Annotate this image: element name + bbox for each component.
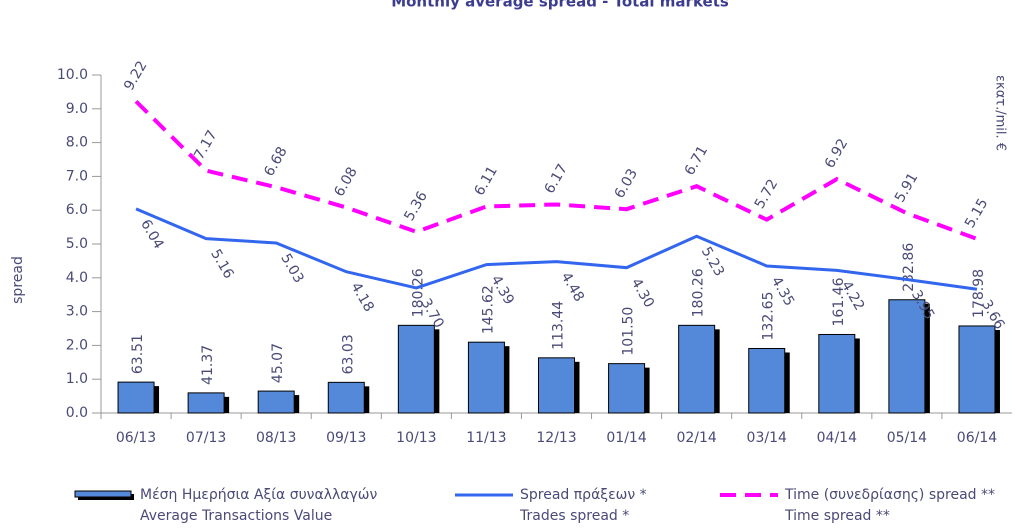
y-tick-label: 3.0 (66, 304, 88, 320)
bar (888, 299, 926, 414)
x-tick-label: 08/13 (256, 430, 296, 446)
line-value-label: 4.30 (628, 276, 657, 311)
bar-value-label: 145.62 (480, 285, 496, 334)
line-value-label: 9.22 (121, 58, 150, 93)
legend-label: Spread πράξεων * (520, 487, 647, 503)
bar-value-label: 101.50 (621, 307, 637, 356)
line-value-label: 6.71 (682, 143, 711, 178)
chart-title: Monthly average spread - Total markets (391, 0, 729, 11)
x-tick-label: 11/13 (466, 430, 506, 446)
line-value-label: 6.68 (261, 144, 290, 179)
bar-value-label: 161.46 (831, 277, 847, 326)
bar-value-label: 41.37 (200, 345, 216, 385)
x-tick-label: 10/13 (396, 430, 436, 446)
legend-swatch (74, 490, 132, 498)
legend-label: Μέση Ημερήσια Αξία συναλλαγών (140, 487, 378, 503)
x-tick-label: 12/13 (536, 430, 576, 446)
legend-label: Trades spread * (519, 508, 629, 524)
bar (818, 333, 856, 414)
line-value-label: 4.48 (558, 270, 587, 305)
bar-value-label: 180.26 (410, 268, 426, 317)
x-tick-label: 07/13 (186, 430, 226, 446)
line (135, 207, 978, 291)
x-tick-label: 01/14 (606, 430, 646, 446)
bar-value-label: 113.44 (551, 301, 567, 350)
line-value-label: 6.92 (822, 136, 851, 171)
y-tick-label: 1.0 (66, 371, 88, 387)
x-tick-label: 06/14 (957, 430, 997, 446)
bar-value-label: 63.51 (130, 334, 146, 374)
y-tick-label: 4.0 (66, 270, 88, 286)
bar-value-label: 180.26 (691, 268, 707, 317)
bar (467, 341, 505, 414)
line-value-label: 6.03 (612, 166, 641, 201)
line-value-label: 5.16 (207, 247, 236, 282)
bar (958, 325, 996, 414)
x-tick-label: 03/14 (747, 430, 787, 446)
bar (538, 357, 575, 414)
x-tick-label: 09/13 (326, 430, 366, 446)
bar (257, 390, 295, 414)
y-tick-label: 7.0 (66, 168, 88, 184)
line-value-label: 5.15 (962, 196, 991, 231)
bar (748, 347, 786, 414)
legend-label: Average Transactions Value (140, 508, 332, 524)
bar (187, 392, 225, 414)
bar-value-label: 132.65 (761, 291, 777, 340)
legend-label: Time (συνεδρίασης) spread ** (784, 487, 995, 503)
bar-value-label: 63.03 (340, 334, 356, 374)
line-value-label: 4.18 (347, 280, 376, 315)
bar (397, 324, 435, 414)
line-value-label: 7.17 (191, 128, 220, 163)
line-value-label: 5.72 (752, 177, 781, 212)
x-tick-label: 04/14 (817, 430, 857, 446)
line-value-label: 6.17 (542, 161, 571, 196)
y-axis-label: spread (10, 256, 26, 304)
line-value-label: 6.11 (471, 163, 500, 198)
bar-value-label: 45.07 (270, 343, 286, 383)
y-tick-label: 10.0 (57, 67, 88, 83)
y-tick-label: 9.0 (66, 101, 88, 117)
bar (678, 324, 716, 414)
y-tick-label: 2.0 (66, 337, 88, 353)
line-value-label: 5.36 (401, 189, 430, 224)
line-value-label: 5.91 (892, 170, 921, 205)
y-tick-label: 8.0 (66, 135, 88, 151)
line-value-label: 6.08 (331, 165, 360, 200)
bar (327, 381, 365, 414)
line (134, 99, 978, 241)
line-value-label: 6.04 (137, 217, 166, 252)
x-tick-label: 06/13 (116, 430, 156, 446)
y2-axis-label: εκατ./mil. € (993, 75, 1008, 151)
bar-value-label: 232.86 (901, 243, 917, 292)
y-tick-label: 0.0 (66, 405, 88, 421)
x-tick-label: 05/14 (887, 430, 927, 446)
bar (117, 381, 155, 414)
x-tick-label: 02/14 (676, 430, 716, 446)
bar-value-label: 178.98 (971, 269, 987, 318)
y-tick-label: 5.0 (66, 236, 88, 252)
legend-label: Time spread ** (784, 508, 890, 524)
line-value-label: 5.03 (277, 251, 306, 286)
y-tick-label: 6.0 (66, 202, 88, 218)
bar (608, 363, 646, 414)
